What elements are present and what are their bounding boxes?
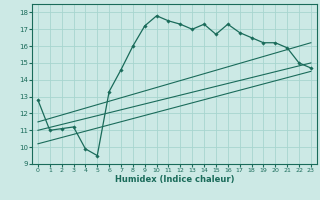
X-axis label: Humidex (Indice chaleur): Humidex (Indice chaleur) xyxy=(115,175,234,184)
